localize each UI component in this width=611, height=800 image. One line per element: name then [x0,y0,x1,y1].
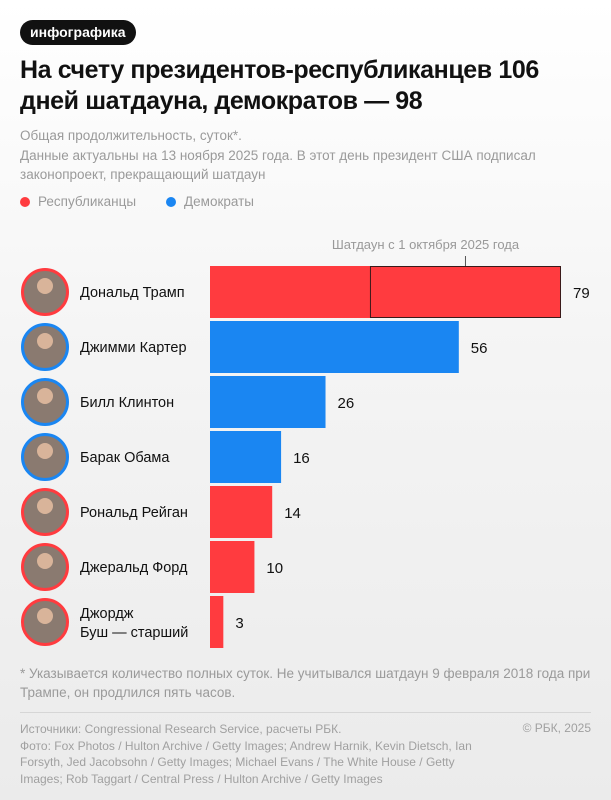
page-title: На счету президентов-республиканцев 106 … [20,56,539,115]
legend-dot-icon [20,197,30,207]
value-label: 10 [266,560,283,577]
bar [210,596,224,648]
sources-text: Источники: Congressional Research Servic… [20,722,342,736]
divider [20,712,591,713]
bar [210,486,273,538]
value-label: 3 [235,615,243,632]
sources: Источники: Congressional Research Servic… [20,721,500,787]
legend: Республиканцы Демократы [20,194,254,209]
bar [210,376,326,428]
president-label: Билл Клинтон [80,395,174,411]
president-label: Рональд Рейган [80,505,188,521]
photo-credits: Фото: Fox Photos / Hulton Archive / Gett… [20,738,472,786]
subtitle: Общая продолжительность, суток*. Данные … [20,126,600,185]
avatar-face [37,278,53,294]
avatar-face [37,333,53,349]
avatar-face [37,608,53,624]
annotation-outline [369,266,561,318]
value-label: 14 [284,505,301,522]
bar [210,541,255,593]
legend-item-democrats: Демократы [166,194,254,209]
avatar-face [37,388,53,404]
president-label: Барак Обама [80,450,170,466]
president-label: Джеральд Форд [80,560,188,576]
legend-label: Демократы [184,194,254,209]
legend-item-republicans: Республиканцы [20,194,136,209]
bar [210,321,459,373]
avatar-face [37,443,53,459]
avatar-face [37,498,53,514]
bar-chart: Дональд Трамп 79 Джимми Картер 56 Билл Клинт… [21,237,590,648]
bar [210,266,561,318]
avatar-face [37,553,53,569]
copyright: © РБК, 2025 [522,721,591,735]
subtitle-line: Данные актуальны на 13 ноября 2025 года.… [20,147,536,183]
value-label: 79 [573,285,590,302]
legend-dot-icon [166,197,177,207]
footnote: * Указывается количество полных суток. Н… [20,666,591,700]
annotation-label: Шатдаун с 1 октября 2025 года [332,237,520,252]
value-label: 16 [293,450,310,467]
president-label: Джордж Буш — старший [80,606,188,641]
value-label: 56 [471,340,488,357]
president-label: Дональд Трамп [80,285,185,301]
legend-label: Республиканцы [38,194,137,209]
subtitle-line: Общая продолжительность, суток*. [20,128,242,143]
value-label: 26 [338,395,355,412]
bar [210,431,282,483]
category-badge: инфографика [20,20,136,45]
president-label: Джимми Картер [80,340,187,356]
